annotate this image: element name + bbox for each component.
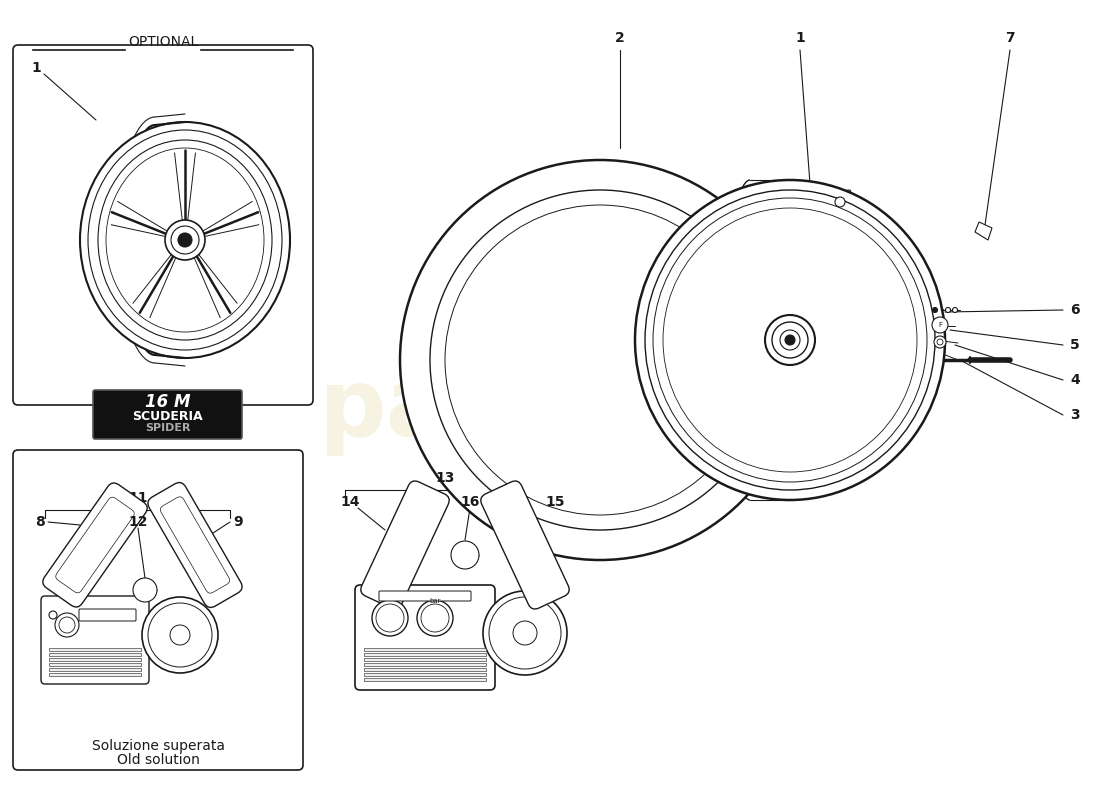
FancyBboxPatch shape xyxy=(94,390,242,439)
Text: F: F xyxy=(938,322,942,328)
Text: 13: 13 xyxy=(436,471,454,485)
Text: bar: bar xyxy=(429,598,441,604)
Text: Old solution: Old solution xyxy=(117,753,199,767)
Bar xyxy=(50,668,141,671)
Text: OPTIONAL: OPTIONAL xyxy=(128,35,198,49)
Text: 11: 11 xyxy=(129,491,147,505)
Text: 14: 14 xyxy=(340,495,360,509)
Circle shape xyxy=(835,197,845,207)
Circle shape xyxy=(953,307,957,313)
Text: 16: 16 xyxy=(460,495,480,509)
FancyBboxPatch shape xyxy=(379,591,471,601)
Circle shape xyxy=(133,578,157,602)
Bar xyxy=(50,658,141,661)
FancyBboxPatch shape xyxy=(79,609,136,621)
Bar xyxy=(50,648,141,651)
Circle shape xyxy=(165,220,205,260)
Bar xyxy=(364,668,486,671)
Text: Soluzione superata: Soluzione superata xyxy=(91,739,224,753)
Circle shape xyxy=(417,600,453,636)
Text: 10: 10 xyxy=(776,245,795,259)
Text: passione85: passione85 xyxy=(318,364,922,456)
Text: 4: 4 xyxy=(1070,373,1080,387)
Text: 16 M: 16 M xyxy=(145,393,190,411)
Circle shape xyxy=(451,541,478,569)
Text: 5: 5 xyxy=(1070,338,1080,352)
Circle shape xyxy=(932,317,948,333)
Text: SPIDER: SPIDER xyxy=(145,423,190,433)
Ellipse shape xyxy=(635,180,945,500)
Circle shape xyxy=(50,611,57,619)
Text: 7: 7 xyxy=(1005,31,1015,45)
Text: 6: 6 xyxy=(1070,303,1080,317)
Ellipse shape xyxy=(400,160,800,560)
Text: 9: 9 xyxy=(233,515,243,529)
FancyBboxPatch shape xyxy=(355,585,495,690)
FancyBboxPatch shape xyxy=(43,483,147,607)
FancyBboxPatch shape xyxy=(41,596,148,684)
Circle shape xyxy=(772,322,808,358)
FancyBboxPatch shape xyxy=(481,481,570,609)
Bar xyxy=(364,673,486,676)
Text: 1: 1 xyxy=(795,31,805,45)
Bar xyxy=(50,673,141,676)
Circle shape xyxy=(372,600,408,636)
Circle shape xyxy=(933,307,937,313)
Polygon shape xyxy=(975,222,992,240)
FancyBboxPatch shape xyxy=(361,481,449,609)
Circle shape xyxy=(142,597,218,673)
Text: SCUDERIA: SCUDERIA xyxy=(132,410,202,422)
Circle shape xyxy=(785,335,795,345)
Bar xyxy=(364,678,486,681)
Text: 12: 12 xyxy=(129,515,147,529)
Circle shape xyxy=(946,307,950,313)
Text: 8: 8 xyxy=(35,515,45,529)
Bar xyxy=(364,663,486,666)
Bar xyxy=(364,658,486,661)
Text: 2: 2 xyxy=(615,31,625,45)
Text: 1: 1 xyxy=(31,61,41,75)
FancyBboxPatch shape xyxy=(13,45,313,405)
Bar xyxy=(364,648,486,651)
Circle shape xyxy=(178,233,192,247)
Bar xyxy=(50,653,141,656)
Bar xyxy=(364,653,486,656)
Text: 15: 15 xyxy=(546,495,564,509)
Circle shape xyxy=(934,336,946,348)
Circle shape xyxy=(780,330,800,350)
Circle shape xyxy=(764,315,815,365)
Text: la: la xyxy=(469,436,512,484)
Text: 3: 3 xyxy=(1070,408,1080,422)
FancyBboxPatch shape xyxy=(13,450,302,770)
Circle shape xyxy=(55,613,79,637)
Ellipse shape xyxy=(80,122,290,358)
Circle shape xyxy=(170,226,199,254)
Circle shape xyxy=(483,591,566,675)
FancyBboxPatch shape xyxy=(147,482,242,607)
Bar xyxy=(50,663,141,666)
